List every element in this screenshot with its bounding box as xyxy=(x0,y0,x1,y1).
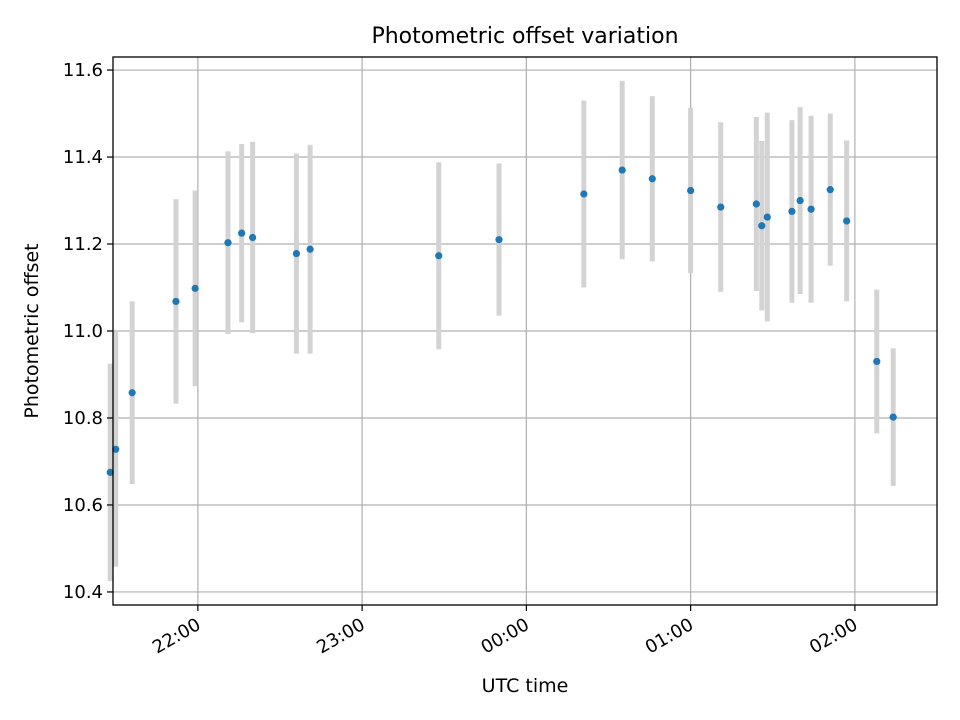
data-point xyxy=(128,389,136,397)
data-point xyxy=(687,186,695,195)
data-point xyxy=(495,236,503,244)
data-point xyxy=(292,249,301,258)
y-tick-label: 11.2 xyxy=(63,234,103,255)
x-tick-label: 23:00 xyxy=(313,614,368,658)
x-tick-label: 01:00 xyxy=(642,614,697,658)
data-point xyxy=(172,297,180,306)
data-point xyxy=(191,284,199,292)
data-point xyxy=(580,190,588,198)
y-tick-label: 11.0 xyxy=(63,321,103,342)
data-point xyxy=(788,207,796,215)
data-point xyxy=(796,196,804,205)
data-point xyxy=(873,357,881,366)
data-point xyxy=(752,200,760,208)
data-point xyxy=(889,413,897,421)
data-point xyxy=(224,239,232,247)
x-tick-label: 22:00 xyxy=(149,614,204,658)
x-tick-label: 00:00 xyxy=(477,614,532,658)
y-tick-label: 11.6 xyxy=(63,60,103,81)
data-point xyxy=(758,222,766,230)
data-point xyxy=(435,252,443,260)
data-point xyxy=(826,186,834,194)
data-point xyxy=(843,217,851,225)
y-tick-label: 10.6 xyxy=(63,495,103,516)
data-point xyxy=(238,229,246,237)
data-point xyxy=(807,205,815,213)
data-point xyxy=(717,203,725,211)
x-axis: 22:00 23:00 00:00 01:00 02:00 xyxy=(149,605,861,658)
y-tick-label: 11.4 xyxy=(63,147,103,168)
data-points xyxy=(106,166,897,476)
data-point xyxy=(249,233,257,242)
x-axis-label: UTC time xyxy=(482,675,569,697)
data-point xyxy=(306,245,314,253)
data-point xyxy=(618,166,626,174)
data-point xyxy=(648,175,656,183)
data-point xyxy=(106,468,114,476)
data-point xyxy=(763,213,771,221)
y-tick-label: 10.8 xyxy=(63,408,103,429)
x-tick-label: 02:00 xyxy=(806,614,861,658)
data-point xyxy=(112,445,120,453)
chart-title: Photometric offset variation xyxy=(371,24,678,49)
y-axis: 10.4 10.6 10.8 11.0 11.2 11.4 11.6 xyxy=(63,60,113,603)
y-axis-label: Photometric offset xyxy=(21,243,43,418)
y-tick-label: 10.4 xyxy=(63,582,103,603)
